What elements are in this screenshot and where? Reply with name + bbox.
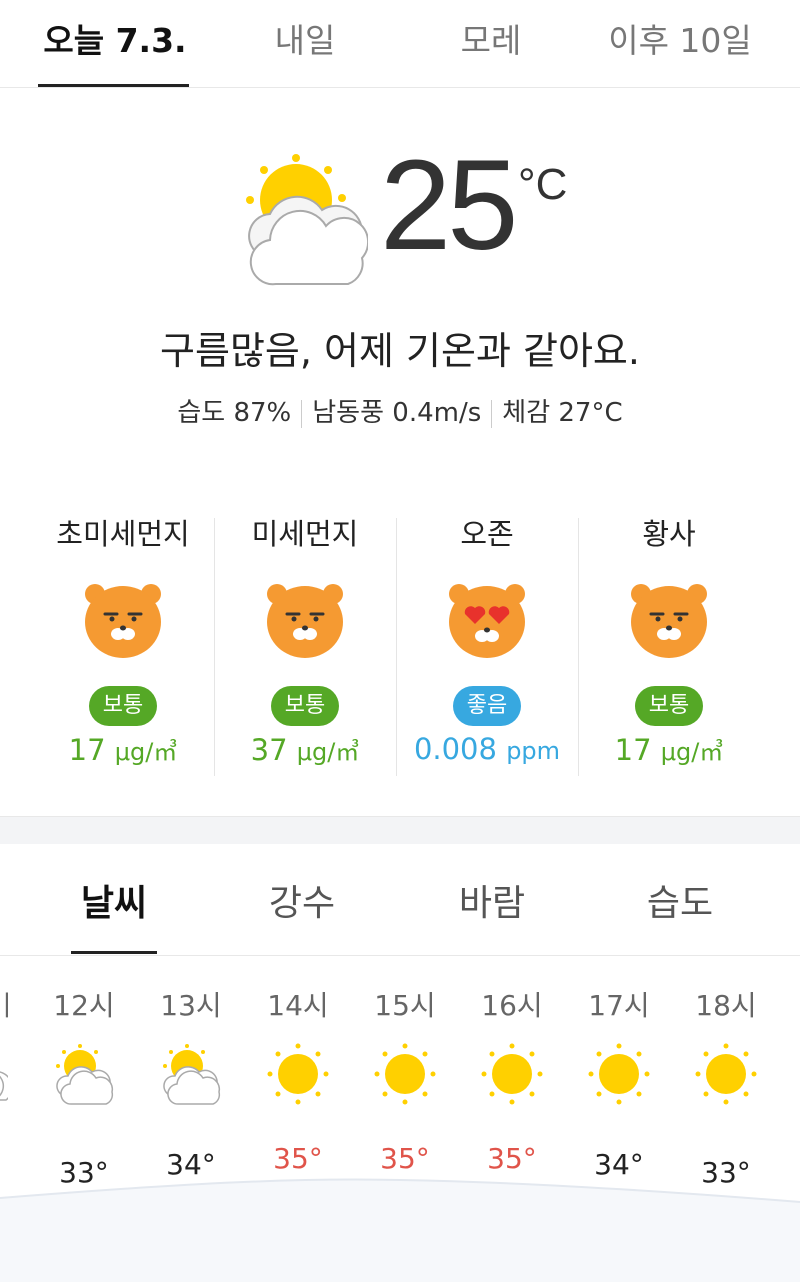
- hour-label: 16시: [481, 989, 543, 1022]
- weather-details: 습도 87% 남동풍 0.4m/s 체감 27°C: [0, 392, 800, 429]
- status-badge: 보통: [634, 686, 704, 726]
- hour-label: 13시: [160, 989, 222, 1022]
- hour-label: 18시: [695, 989, 757, 1022]
- section-separator: [0, 816, 800, 844]
- tab-tomorrow[interactable]: 내일: [274, 21, 336, 60]
- divider: [578, 518, 579, 776]
- active-tab-indicator: [71, 951, 157, 954]
- partly-cloudy-icon: [246, 154, 368, 286]
- hour-temperature: 33°: [59, 1156, 109, 1189]
- forecast-tabs: 날씨 강수 바람 습도: [0, 844, 800, 956]
- hour-label: 12시: [53, 989, 115, 1022]
- aq-number: 17: [614, 733, 652, 767]
- aq-ozone[interactable]: 오존 좋음 0.008 ppm: [396, 514, 578, 780]
- current-temperature: 25: [380, 134, 518, 277]
- hourly-item: 13시 34°: [151, 986, 231, 1181]
- sun-icon: [374, 1043, 436, 1105]
- hour-temperature: 34°: [166, 1148, 216, 1181]
- aq-title: 오존: [460, 517, 514, 551]
- wind: 남동풍 0.4m/s: [312, 398, 482, 428]
- ryan-face-normal-icon: [631, 584, 707, 658]
- partly-cloudy-icon: [163, 1044, 221, 1105]
- temperature-unit: °C: [518, 160, 568, 209]
- hour-label: 15시: [374, 989, 436, 1022]
- tab-humidity[interactable]: 습도: [646, 883, 714, 924]
- hourly-item: 18시 33°: [686, 986, 766, 1189]
- humidity: 습도 87%: [177, 398, 292, 428]
- sun-icon: [588, 1043, 650, 1105]
- status-badge: 보통: [88, 686, 158, 726]
- aq-ultrafine-dust[interactable]: 초미세먼지 보통 17 μg/㎥: [32, 514, 214, 780]
- ryan-face-normal-icon: [267, 584, 343, 658]
- status-badge: 보통: [270, 686, 340, 726]
- partly-cloudy-icon: [56, 1044, 114, 1105]
- aq-value: 17 μg/㎥: [578, 732, 760, 767]
- aq-unit: μg/㎥: [660, 738, 724, 766]
- divider: [491, 399, 493, 428]
- aq-title: 미세먼지: [251, 517, 359, 551]
- aq-unit: μg/㎥: [114, 738, 178, 766]
- tab-precipitation[interactable]: 강수: [268, 883, 336, 924]
- hourly-item: 14시 35°: [258, 986, 338, 1175]
- day-tabs: 오늘 7.3. 내일 모레 이후 10일: [0, 0, 800, 88]
- divider: [301, 399, 303, 428]
- sun-icon: [695, 1043, 757, 1105]
- hour-temperature: 35°: [380, 1142, 430, 1175]
- hourly-item: 12시 33°: [44, 986, 124, 1189]
- aq-unit: μg/㎥: [296, 738, 360, 766]
- hour-label: 14시: [267, 989, 329, 1022]
- tab-today[interactable]: 오늘 7.3.: [43, 21, 187, 60]
- hour-temperature: 33°: [701, 1156, 751, 1189]
- tab-wind[interactable]: 바람: [458, 883, 526, 924]
- aq-unit: ppm: [506, 737, 561, 765]
- previous-hour-label-partial: ㅣ: [0, 986, 8, 1026]
- ryan-face-normal-icon: [85, 584, 161, 658]
- aq-number: 17: [68, 733, 106, 767]
- cloud-icon: [0, 1071, 8, 1101]
- aq-value: 0.008 ppm: [396, 732, 578, 766]
- aq-value: 17 μg/㎥: [32, 732, 214, 767]
- hour-temperature: 34°: [594, 1148, 644, 1181]
- divider: [396, 518, 397, 776]
- aq-yellow-dust[interactable]: 황사 보통 17 μg/㎥: [578, 514, 760, 780]
- aq-value: 37 μg/㎥: [214, 732, 396, 767]
- aq-number: 0.008: [413, 732, 497, 766]
- sun-icon: [481, 1043, 543, 1105]
- hourly-item: 17시 34°: [579, 986, 659, 1181]
- temperature-graph: [0, 1178, 800, 1282]
- hour-temperature: 35°: [273, 1142, 323, 1175]
- hour-label: 17시: [588, 989, 650, 1022]
- status-badge: 좋음: [452, 686, 522, 726]
- tab-next-10-days[interactable]: 이후 10일: [608, 21, 752, 60]
- tab-day-after[interactable]: 모레: [460, 21, 522, 60]
- aq-title: 초미세먼지: [56, 517, 190, 551]
- aq-fine-dust[interactable]: 미세먼지 보통 37 μg/㎥: [214, 514, 396, 780]
- weather-summary: 구름많음, 어제 기온과 같아요.: [160, 329, 640, 373]
- divider: [214, 518, 215, 776]
- feels-like: 체감 27°C: [502, 398, 623, 428]
- hourly-item: 16시 35°: [472, 986, 552, 1175]
- ryan-face-heart-eyes-icon: [449, 584, 525, 658]
- aq-number: 37: [250, 733, 288, 767]
- active-tab-indicator: [38, 84, 189, 87]
- aq-title: 황사: [642, 517, 696, 551]
- hour-temperature: 35°: [487, 1142, 537, 1175]
- tab-weather[interactable]: 날씨: [80, 883, 148, 924]
- sun-icon: [267, 1043, 329, 1105]
- hourly-item: 15시 35°: [365, 986, 445, 1175]
